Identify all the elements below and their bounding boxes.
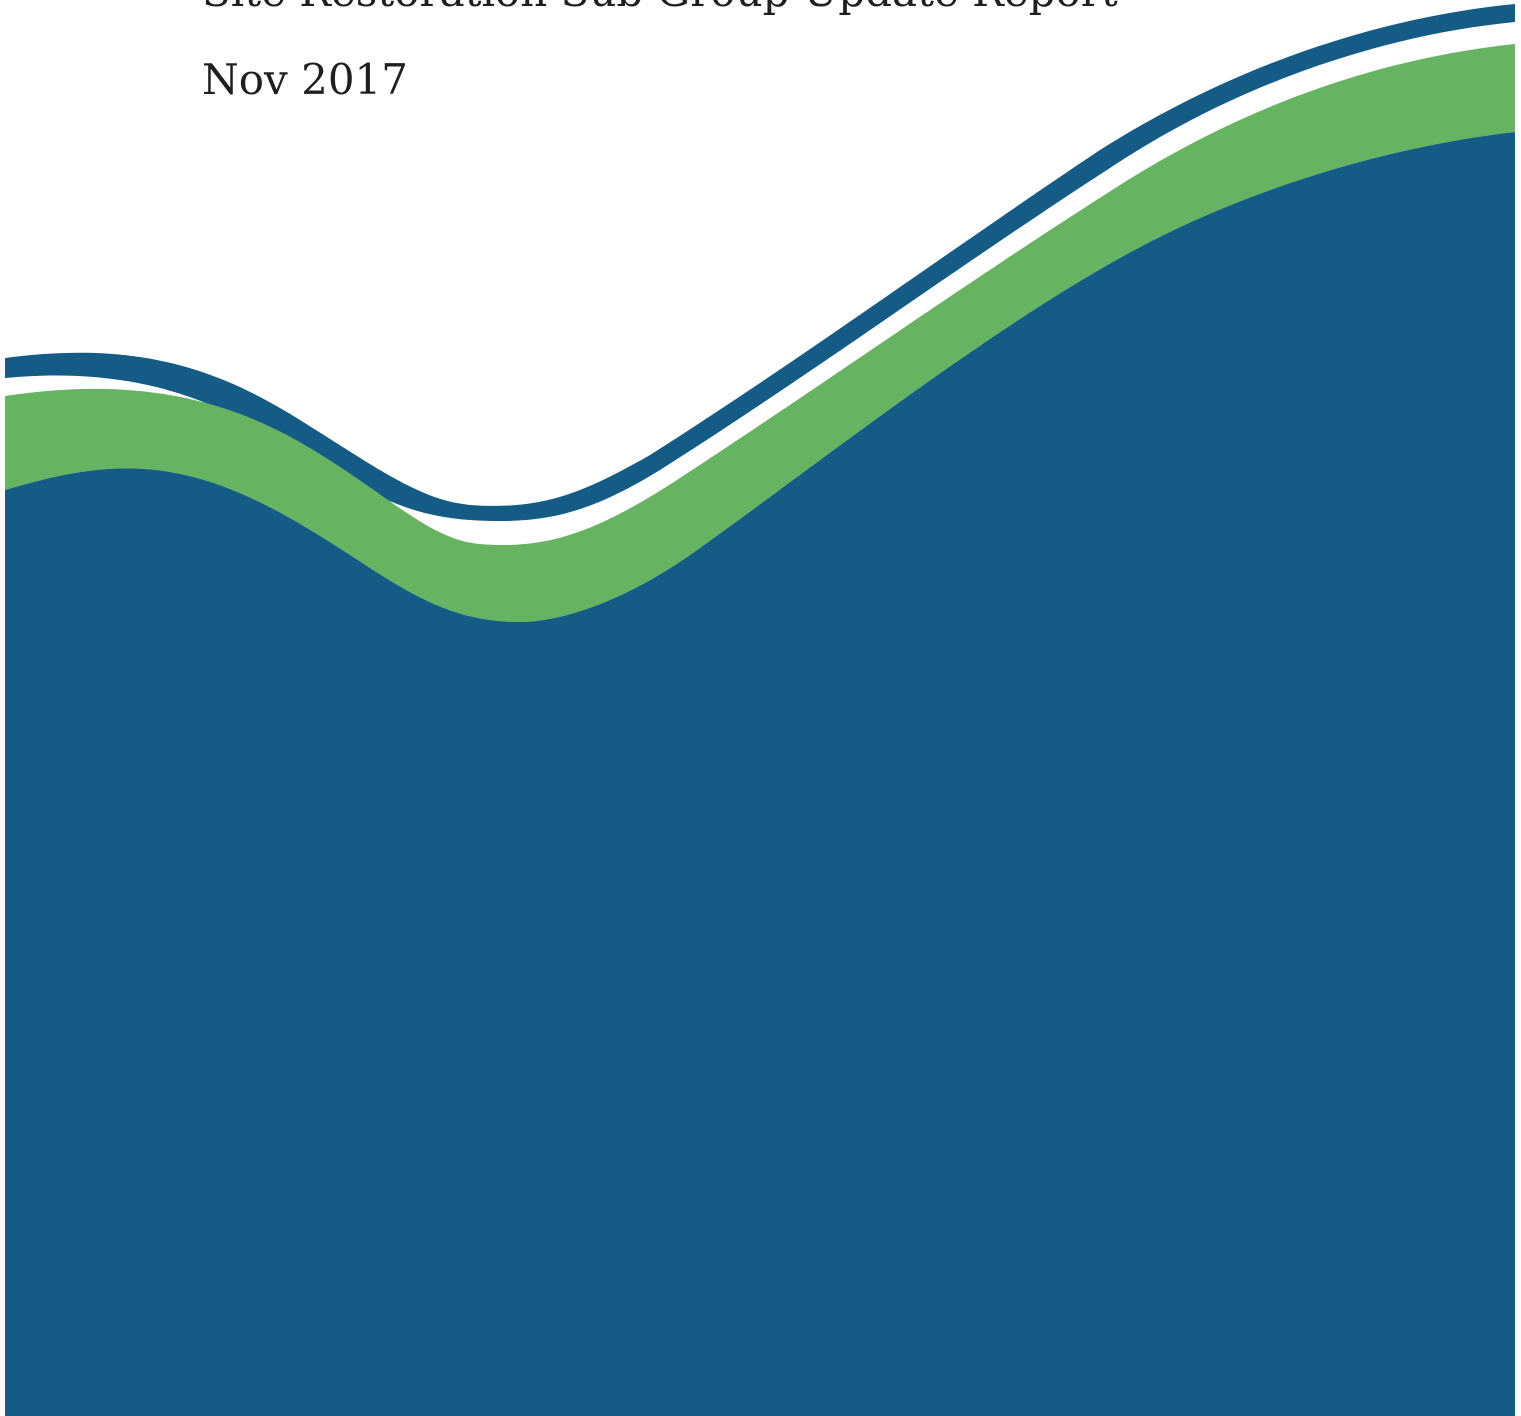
navy-base-shape [5, 132, 1515, 1416]
report-title: Site Restoration Sub Group Update Report [202, 0, 1118, 18]
report-date: Nov 2017 [202, 55, 409, 104]
navy-ribbon-stripe [5, 4, 1515, 522]
green-ribbon-stripe [5, 44, 1515, 622]
